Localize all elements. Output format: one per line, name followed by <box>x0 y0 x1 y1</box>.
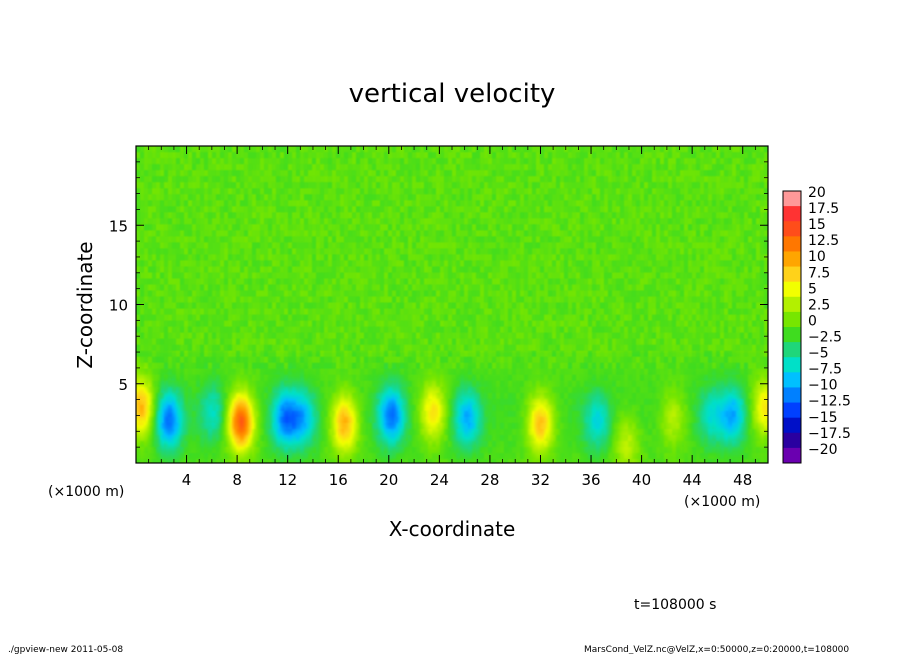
colorbar-label: −7.5 <box>808 362 842 378</box>
colorbar-label: 2.5 <box>808 297 830 313</box>
colorbar-segment <box>783 266 801 283</box>
heatmap-field <box>136 146 768 463</box>
y-tick-label: 10 <box>109 297 128 315</box>
colorbar-label: 17.5 <box>808 201 839 217</box>
colorbar-segment <box>783 417 801 434</box>
x-tick-label: 36 <box>581 471 600 489</box>
x-tick-label: 8 <box>232 471 242 489</box>
x-tick-label: 48 <box>733 471 752 489</box>
y-tick-label: 15 <box>109 217 128 235</box>
colorbar-label: −15 <box>808 410 838 426</box>
x-tick-label: 16 <box>329 471 348 489</box>
colorbar-segment <box>783 402 801 419</box>
x-tick-label: 40 <box>632 471 651 489</box>
colorbar-label: 20 <box>808 185 826 201</box>
colorbar-label: −12.5 <box>808 394 851 410</box>
footer-right: MarsCond_VelZ.nc@VelZ,x=0:50000,z=0:2000… <box>584 645 849 654</box>
colorbar-label: 7.5 <box>808 265 830 281</box>
colorbar-segment <box>783 387 801 404</box>
time-label: t=108000 s <box>634 597 716 613</box>
x-tick-label: 32 <box>531 471 550 489</box>
colorbar-segment <box>783 311 801 328</box>
colorbar-label: −2.5 <box>808 330 842 346</box>
chart-title: vertical velocity <box>349 79 556 109</box>
x-tick-label: 12 <box>278 471 297 489</box>
colorbar-segment <box>783 327 801 343</box>
x-axis: 4 8 12 16 20 24 28 32 36 40 44 48 <box>148 146 756 489</box>
colorbar-label: −17.5 <box>808 426 851 442</box>
colorbar-segment <box>783 281 801 298</box>
x-unit-right: (×1000 m) <box>684 494 760 510</box>
colorbar-label: −5 <box>808 346 829 362</box>
colorbar-label: −20 <box>808 442 838 458</box>
colorbar-segment <box>783 447 801 464</box>
x-tick-label: 28 <box>480 471 499 489</box>
colorbar-label: 0 <box>808 313 817 329</box>
colorbar-label: 15 <box>808 217 826 233</box>
colorbar-label: 5 <box>808 281 817 297</box>
colorbar-frame <box>782 190 802 464</box>
colorbar-segment <box>783 357 801 373</box>
x-tick-label: 20 <box>379 471 398 489</box>
colorbar-label: −10 <box>808 378 838 394</box>
colorbar-label: 12.5 <box>808 233 839 249</box>
y-axis: 5 10 15 <box>109 161 768 448</box>
x-axis-label: X-coordinate <box>389 517 516 541</box>
x-tick-label: 24 <box>430 471 449 489</box>
colorbar: 2017.51512.5107.552.50−2.5−5−7.5−10−12.5… <box>782 185 851 464</box>
y-tick-label: 5 <box>118 376 128 394</box>
x-tick-label: 44 <box>683 471 702 489</box>
y-axis-label: Z-coordinate <box>73 241 97 368</box>
colorbar-segment <box>783 206 801 222</box>
colorbar-segment <box>783 221 801 237</box>
colorbar-label: 10 <box>808 249 826 265</box>
colorbar-segment <box>783 342 801 358</box>
colorbar-segment <box>783 296 801 313</box>
colorbar-segment <box>783 432 801 449</box>
colorbar-segment <box>783 372 801 388</box>
x-unit-left: (×1000 m) <box>48 484 124 500</box>
colorbar-segment <box>783 191 801 207</box>
colorbar-segment <box>783 236 801 252</box>
x-tick-label: 4 <box>182 471 192 489</box>
footer-left: ./gpview-new 2011-05-08 <box>8 645 123 654</box>
colorbar-segment <box>783 251 801 268</box>
